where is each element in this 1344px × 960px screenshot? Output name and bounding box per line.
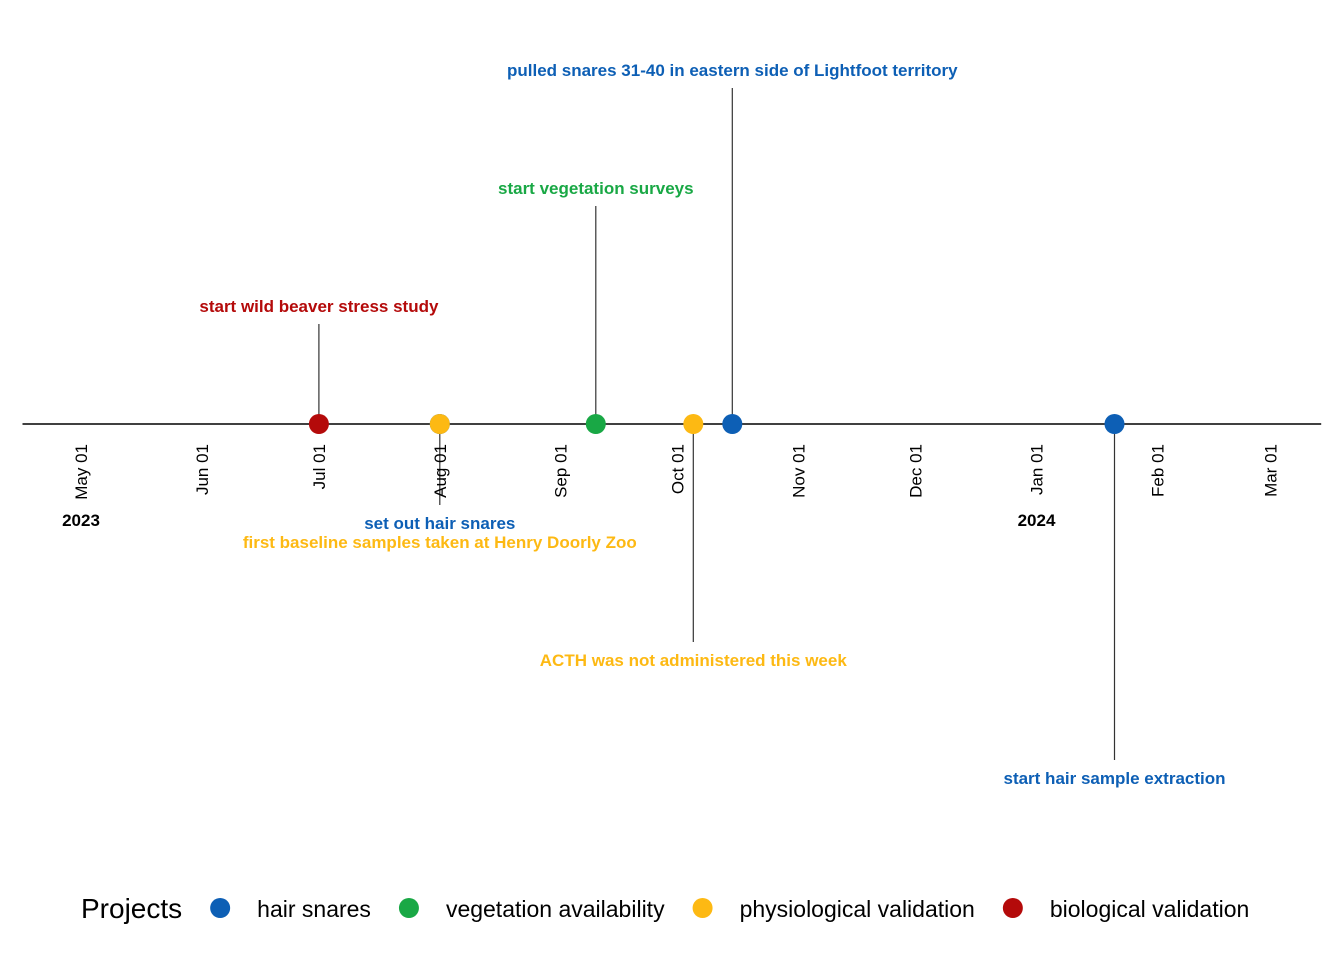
- year-label: 2024: [1018, 511, 1056, 530]
- event-point: [429, 414, 450, 434]
- tick-label: Jan 01: [1028, 444, 1047, 495]
- legend: Projects hair snares vegetation availabil…: [81, 893, 1249, 924]
- event-point: [683, 414, 704, 434]
- legend-key: [692, 898, 713, 918]
- legend-title: Projects: [81, 893, 182, 924]
- event-label: pulled snares 31-40 in eastern side of L…: [507, 61, 958, 80]
- event-point: [308, 414, 329, 434]
- tick-label: Mar 01: [1262, 444, 1281, 497]
- legend-label: vegetation availability: [446, 896, 665, 922]
- tick-label: Aug 01: [431, 444, 450, 498]
- event-point: [1104, 414, 1125, 434]
- event-label: start wild beaver stress study: [199, 297, 439, 316]
- tick-label: Dec 01: [907, 444, 926, 498]
- tick-label: Nov 01: [790, 444, 809, 498]
- legend-key: [210, 898, 231, 918]
- tick-label: May 01: [72, 444, 91, 500]
- event-point: [585, 414, 606, 434]
- connector-lines: [318, 88, 1116, 760]
- event-label: start vegetation surveys: [498, 179, 694, 198]
- event-points: [308, 414, 1125, 434]
- event-point: [722, 414, 743, 434]
- event-label: ACTH was not administered this week: [540, 651, 848, 670]
- event-label: first baseline samples taken at Henry Do…: [243, 533, 637, 552]
- legend-key: [1002, 898, 1023, 918]
- tick-label: Jun 01: [193, 444, 212, 495]
- legend-items: hair snares vegetation availability physio…: [210, 896, 1249, 922]
- tick-label: Jul 01: [310, 444, 329, 489]
- legend-label: hair snares: [257, 896, 371, 922]
- date-tick-labels: May 01 Jun 01 Jul 01 Aug 01 Sep 01 Oct 01 Nov …: [72, 444, 1281, 500]
- year-label: 2023: [62, 511, 100, 530]
- year-labels: 2023 2024: [62, 511, 1056, 530]
- tick-label: Feb 01: [1148, 444, 1167, 497]
- tick-label: Oct 01: [669, 444, 688, 494]
- event-label: set out hair snares: [364, 514, 515, 533]
- event-label: start hair sample extraction: [1003, 769, 1225, 788]
- event-labels: start wild beaver stress study set out ha…: [199, 61, 1225, 788]
- tick-label: Sep 01: [552, 444, 571, 498]
- legend-label: physiological validation: [740, 896, 975, 922]
- legend-label: biological validation: [1050, 896, 1249, 922]
- legend-key: [398, 898, 419, 918]
